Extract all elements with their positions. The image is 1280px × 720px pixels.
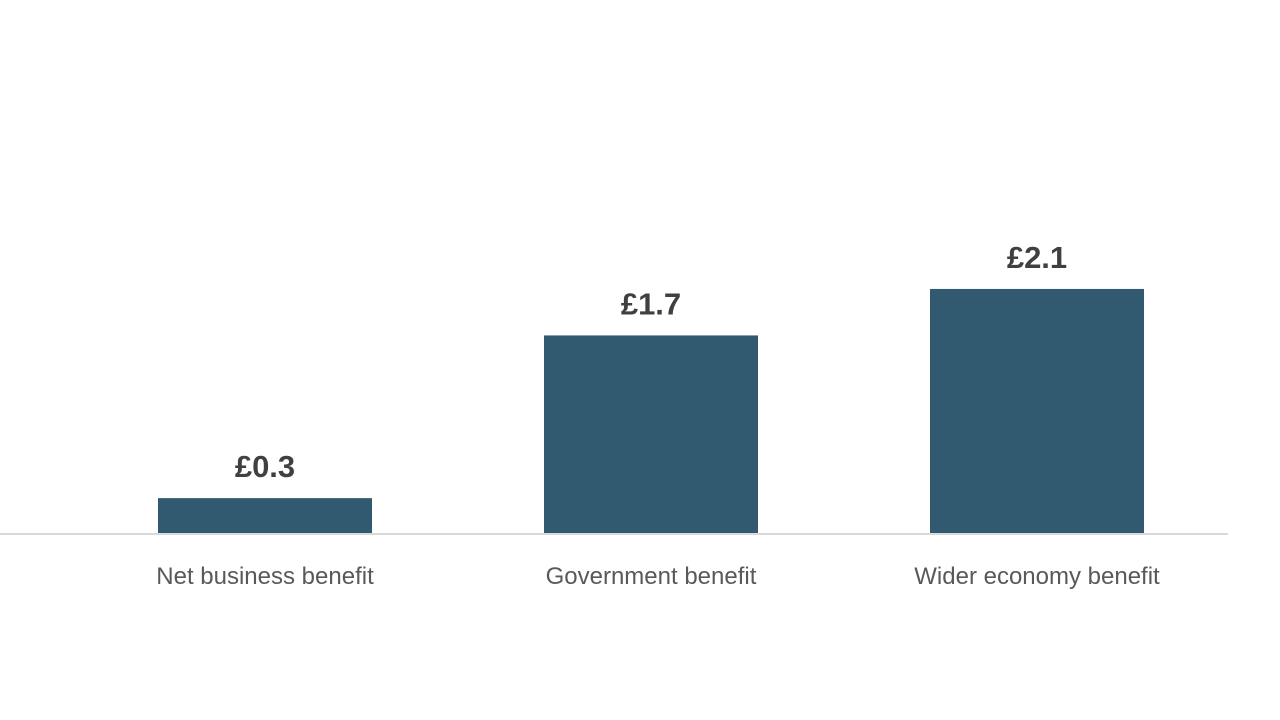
bar-government-benefit bbox=[544, 335, 758, 533]
bar-net-business-benefit bbox=[158, 498, 372, 533]
labels-layer: £0.3 Net business benefit £1.7 Government b… bbox=[156, 240, 1160, 590]
data-label-wider-economy-benefit: £2.1 bbox=[1007, 240, 1067, 275]
category-label-government-benefit: Government benefit bbox=[546, 563, 757, 590]
bar-wider-economy-benefit bbox=[930, 288, 1144, 533]
category-label-net-business-benefit: Net business benefit bbox=[156, 563, 374, 590]
data-label-net-business-benefit: £0.3 bbox=[235, 449, 295, 484]
category-label-wider-economy-benefit: Wider economy benefit bbox=[914, 563, 1160, 590]
data-label-government-benefit: £1.7 bbox=[621, 286, 681, 321]
bars-layer bbox=[158, 288, 1144, 533]
